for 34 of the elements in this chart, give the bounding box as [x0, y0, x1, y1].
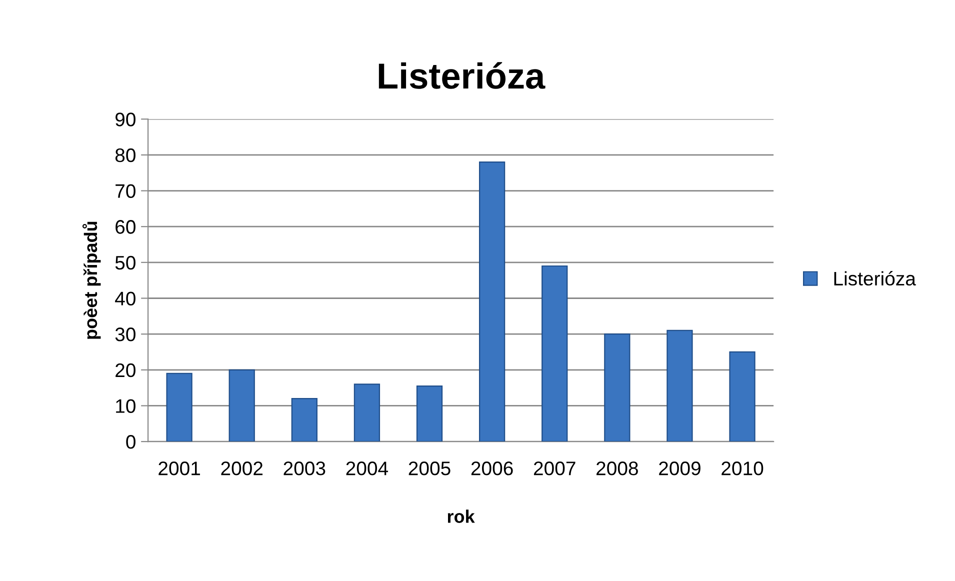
- bar: [604, 334, 630, 442]
- y-tick-label: 50: [115, 256, 136, 270]
- chart-title: Listerióza: [378, 62, 546, 89]
- x-axis-title: rok: [448, 510, 475, 523]
- y-tick-label: 10: [116, 399, 136, 413]
- y-tick-label: 70: [116, 184, 136, 198]
- y-tick-label: 90: [116, 112, 136, 126]
- bar: [291, 398, 318, 442]
- x-tick-label: 2003: [284, 462, 326, 476]
- x-tick-label: 2010: [722, 462, 764, 476]
- bar: [166, 372, 192, 442]
- y-tick-label: 40: [115, 292, 136, 306]
- y-tick-label: 0: [126, 435, 136, 449]
- bar: [228, 369, 255, 442]
- x-tick-label: 2009: [659, 462, 700, 476]
- y-tick-label: 30: [115, 328, 136, 342]
- x-tick-label: 2004: [346, 462, 388, 476]
- y-axis-title: poèet případů: [82, 222, 101, 339]
- x-tick-label: 2002: [221, 462, 263, 476]
- y-tick-label: 80: [115, 148, 136, 162]
- y-tick-label: 60: [116, 220, 136, 234]
- x-tick-label: 2006: [471, 462, 513, 476]
- legend-label: Listerióza: [834, 271, 916, 286]
- y-tick-label: 20: [116, 363, 136, 378]
- bar: [354, 384, 380, 442]
- bar: [666, 330, 693, 442]
- x-tick-label: 2001: [158, 462, 200, 476]
- bar: [479, 162, 506, 442]
- bar: [542, 265, 568, 442]
- bar: [729, 351, 756, 442]
- x-tick-label: 2005: [408, 462, 450, 476]
- x-tick-label: 2008: [596, 462, 638, 476]
- x-tick-label: 2007: [534, 462, 576, 476]
- bar: [416, 385, 443, 442]
